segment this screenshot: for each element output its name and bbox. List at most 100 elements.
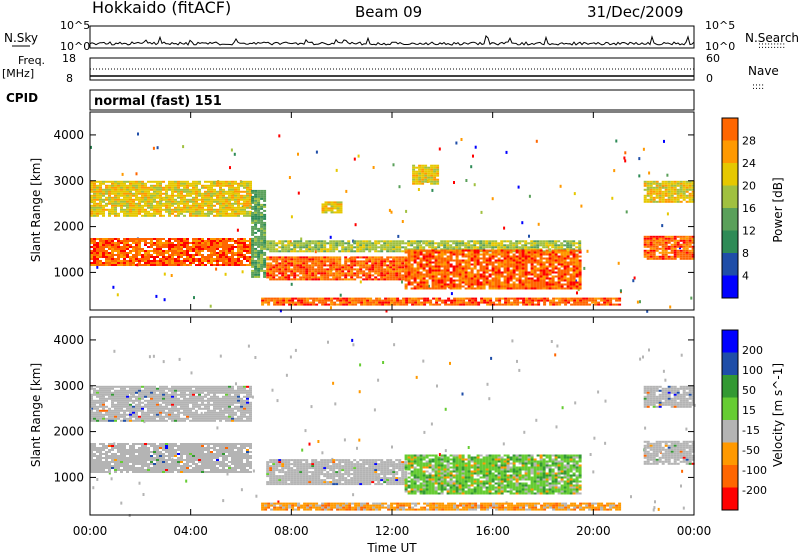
echo-cell — [246, 200, 249, 203]
echo-cell — [424, 166, 428, 169]
echo-cell — [578, 283, 582, 286]
echo-cell — [431, 285, 435, 288]
echo-cell — [231, 206, 234, 209]
echo-cell — [257, 217, 261, 220]
echo-cell — [102, 242, 105, 244]
echo-cell — [260, 231, 264, 234]
power-plot-area — [90, 132, 695, 313]
echo-cell — [111, 206, 114, 209]
echo-cell — [251, 207, 255, 210]
echo-cell — [440, 257, 444, 260]
echo-cell — [339, 211, 343, 214]
echo-cell — [216, 202, 219, 205]
echo-cell — [222, 208, 225, 211]
echo-cell — [359, 256, 363, 259]
echo-cell — [482, 257, 486, 260]
echo-cell — [302, 244, 306, 247]
echo-cell — [339, 299, 343, 302]
echo-cell — [132, 186, 135, 189]
echo-cell — [93, 206, 96, 209]
echo-cell — [234, 242, 237, 244]
cpid-value: normal (fast) 151 — [94, 94, 222, 109]
echo-cell — [171, 248, 174, 250]
echo-cell — [524, 251, 528, 254]
echo-cell — [548, 257, 552, 260]
echo-cell — [682, 257, 686, 260]
echo-cell — [153, 242, 156, 244]
echo-cell — [278, 266, 282, 269]
echo-cell — [381, 301, 385, 304]
echo-cell — [447, 297, 451, 300]
echo-cell — [530, 279, 534, 282]
echo-cell — [204, 242, 207, 244]
echo-cell — [422, 279, 426, 282]
echo-cell — [578, 259, 582, 262]
echo-cell — [500, 281, 504, 284]
scatter-cell — [450, 292, 453, 296]
echo-cell — [407, 242, 411, 245]
echo-cell — [198, 254, 201, 256]
echo-cell — [554, 251, 558, 254]
echo-cell — [422, 253, 426, 256]
echo-cell — [237, 256, 240, 258]
echo-cell — [281, 256, 285, 259]
echo-cell — [240, 210, 243, 213]
echo-cell — [664, 255, 668, 258]
echo-cell — [287, 256, 291, 259]
echo-cell — [503, 279, 507, 282]
echo-cell — [429, 303, 433, 306]
echo-cell — [177, 250, 180, 252]
echo-cell — [389, 264, 393, 267]
echo-cell — [320, 242, 324, 245]
echo-cell — [266, 274, 270, 277]
echo-cell — [263, 193, 267, 196]
echo-cell — [455, 275, 459, 278]
echo-cell — [543, 303, 547, 306]
echo-cell — [377, 262, 381, 265]
echo-cell — [485, 251, 489, 254]
echo-cell — [404, 256, 408, 259]
echo-cell — [278, 258, 282, 261]
echo-cell — [108, 264, 111, 266]
echo-cell — [341, 266, 345, 269]
echo-cell — [296, 244, 300, 247]
echo-cell — [150, 194, 153, 197]
echo-cell — [249, 256, 252, 258]
echo-cell — [428, 246, 432, 249]
echo-cell — [150, 200, 153, 203]
echo-cell — [643, 237, 647, 240]
echo-cell — [284, 244, 288, 247]
echo-cell — [419, 261, 423, 264]
echo-cell — [479, 265, 483, 268]
echo-cell — [542, 244, 546, 247]
echo-cell — [443, 271, 447, 274]
echo-cell — [263, 259, 267, 262]
echo-cell — [685, 194, 689, 197]
echo-cell — [440, 261, 444, 264]
echo-cell — [111, 260, 114, 262]
echo-cell — [141, 180, 144, 183]
echo-cell — [422, 240, 426, 243]
echo-cell — [240, 196, 243, 199]
echo-cell — [249, 194, 252, 197]
echo-cell — [305, 244, 309, 247]
echo-cell — [326, 250, 330, 253]
echo-cell — [512, 253, 516, 256]
echo-cell — [269, 266, 273, 269]
echo-cell — [96, 210, 99, 213]
echo-cell — [527, 246, 531, 249]
echo-cell — [416, 240, 420, 243]
echo-cell — [440, 265, 444, 268]
echo-cell — [299, 276, 303, 279]
echo-cell — [670, 239, 674, 242]
echo-cell — [563, 253, 567, 256]
echo-cell — [300, 301, 304, 304]
echo-cell — [509, 242, 513, 245]
echo-cell — [434, 283, 438, 286]
echo-cell — [503, 287, 507, 290]
echo-cell — [386, 258, 390, 261]
echo-cell — [434, 263, 438, 266]
echo-cell — [135, 208, 138, 211]
echo-cell — [117, 196, 120, 199]
echo-cell — [503, 271, 507, 274]
